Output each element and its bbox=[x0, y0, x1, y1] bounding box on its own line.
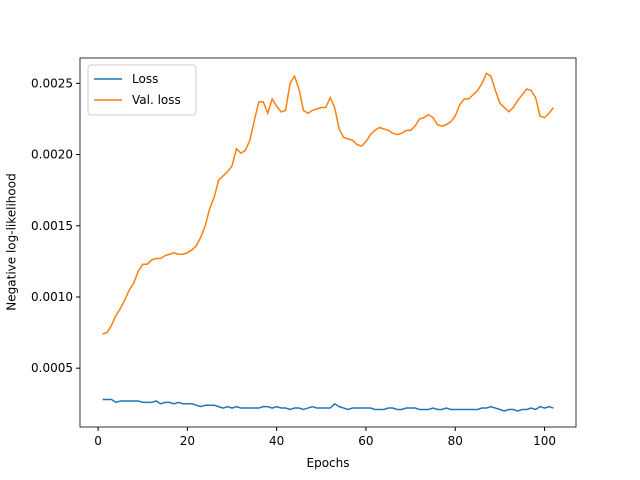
line-series bbox=[102, 72, 555, 335]
y-tick-label: 0.0015 bbox=[31, 219, 73, 233]
y-tick-label: 0.0010 bbox=[31, 290, 73, 304]
x-axis-label: Epochs bbox=[307, 456, 350, 470]
x-tick-label: 0 bbox=[94, 434, 102, 448]
plot-frame bbox=[79, 57, 577, 428]
legend-label: Val. loss bbox=[132, 93, 181, 107]
x-tick-label: 60 bbox=[358, 434, 373, 448]
x-tick-label: 100 bbox=[533, 434, 556, 448]
legend-box bbox=[87, 64, 197, 116]
y-axis-label: Negative log-likelihood bbox=[5, 173, 19, 310]
y-tick-label: 0.0005 bbox=[31, 361, 73, 375]
x-tick-label: 40 bbox=[269, 434, 284, 448]
x-tick-label: 20 bbox=[180, 434, 195, 448]
y-tick-label: 0.0025 bbox=[31, 76, 73, 90]
y-tick-label: 0.0020 bbox=[31, 148, 73, 162]
x-tick-label: 80 bbox=[448, 434, 463, 448]
legend-label: Loss bbox=[132, 72, 158, 86]
line-series bbox=[102, 398, 554, 412]
